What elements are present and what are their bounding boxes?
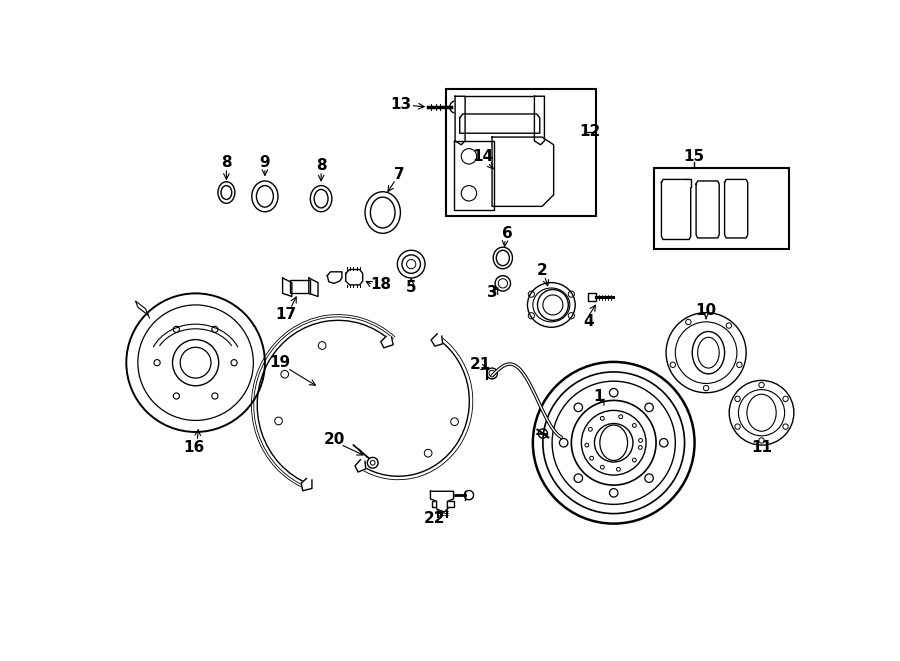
Text: 10: 10 [696, 303, 716, 318]
Polygon shape [328, 272, 342, 284]
Polygon shape [685, 179, 690, 187]
Polygon shape [454, 141, 493, 210]
Polygon shape [355, 459, 365, 472]
Bar [589, 293, 596, 301]
Polygon shape [381, 336, 393, 348]
Text: 9: 9 [259, 155, 270, 170]
Text: 11: 11 [752, 440, 772, 455]
Polygon shape [460, 114, 540, 134]
Polygon shape [455, 97, 465, 145]
Polygon shape [696, 181, 719, 238]
Bar [291, 280, 310, 293]
Bar [446, 89, 596, 215]
Text: 2: 2 [536, 263, 547, 278]
Text: 3: 3 [487, 285, 498, 300]
Text: 21: 21 [470, 357, 491, 371]
Text: 20: 20 [323, 432, 345, 447]
Text: 5: 5 [406, 280, 417, 295]
Polygon shape [309, 278, 318, 297]
Polygon shape [430, 491, 454, 512]
Polygon shape [535, 97, 544, 145]
Text: 13: 13 [391, 97, 412, 112]
Text: 15: 15 [683, 149, 705, 164]
Text: 4: 4 [583, 315, 594, 329]
Text: 12: 12 [580, 124, 600, 139]
Polygon shape [283, 278, 292, 297]
Polygon shape [431, 334, 443, 346]
Text: 14: 14 [472, 149, 493, 164]
Text: 8: 8 [316, 158, 327, 173]
Text: 1: 1 [593, 389, 604, 404]
Text: 17: 17 [275, 307, 296, 322]
Text: 16: 16 [184, 440, 204, 455]
Text: 6: 6 [502, 226, 513, 241]
Text: 8: 8 [221, 155, 231, 170]
Polygon shape [662, 179, 690, 239]
Bar [432, 501, 454, 508]
Polygon shape [346, 270, 363, 285]
Polygon shape [492, 137, 554, 206]
Text: 18: 18 [370, 278, 391, 292]
Polygon shape [302, 479, 312, 490]
Text: 22: 22 [424, 511, 445, 525]
Text: 7: 7 [394, 167, 405, 182]
Text: 19: 19 [270, 355, 291, 370]
Bar [653, 168, 788, 249]
Polygon shape [724, 179, 748, 238]
